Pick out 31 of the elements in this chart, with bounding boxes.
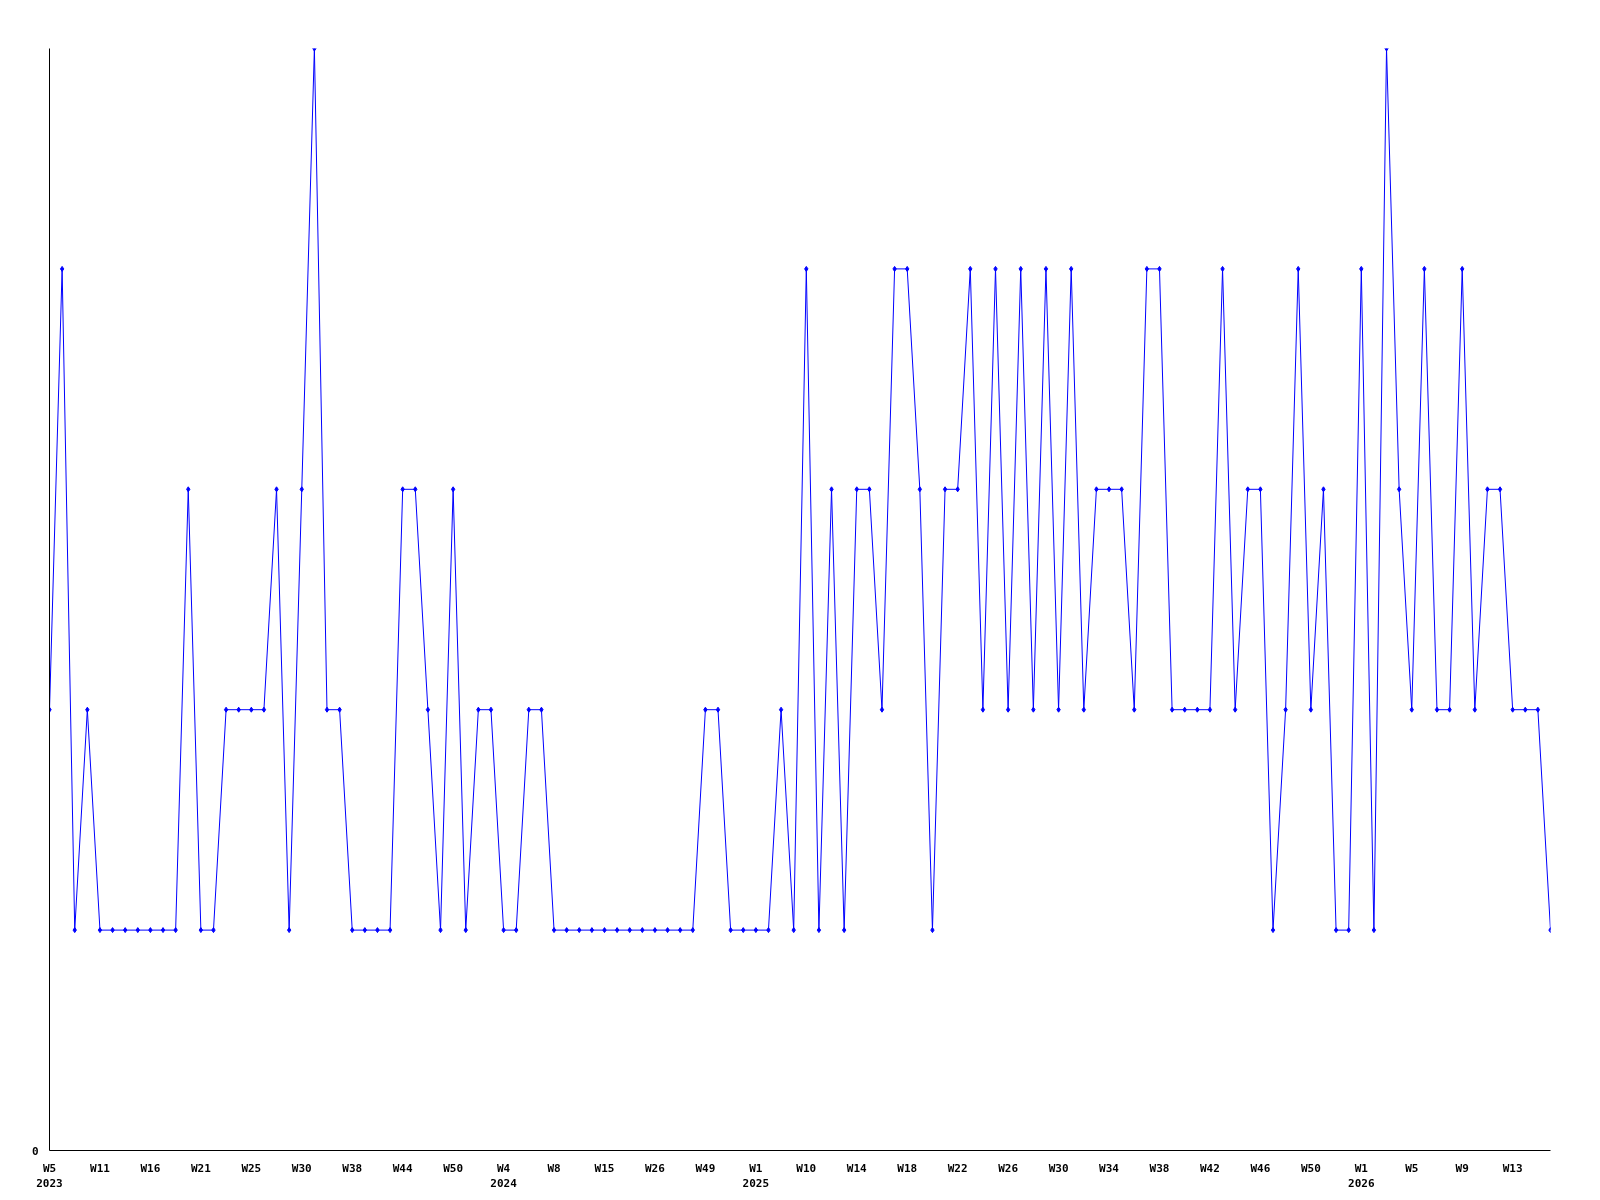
x-tick-label: W4 2024 <box>490 1161 518 1191</box>
x-tick-label: W5 <box>1405 1161 1419 1175</box>
x-tick-label: W1 2026 <box>1348 1161 1375 1191</box>
x-tick-label: W26 <box>998 1161 1019 1175</box>
x-tick-label: W38 <box>1149 1161 1170 1175</box>
x-tick-label: W25 <box>241 1161 262 1175</box>
x-tick-label: W11 <box>90 1161 111 1175</box>
x-tick-label: W38 <box>342 1161 363 1175</box>
x-tick-label: W5 2023 <box>36 1161 63 1191</box>
x-tick-label: W8 <box>547 1161 561 1175</box>
x-tick-label: W10 <box>796 1161 817 1175</box>
x-tick-label: W13 <box>1502 1161 1523 1175</box>
x-tick-label: W30 <box>1048 1161 1069 1175</box>
x-tick-label: W22 <box>947 1161 968 1175</box>
x-tick-label: W49 <box>695 1161 716 1175</box>
text: 0 <box>31 1144 39 1158</box>
x-tick-label: W30 <box>291 1161 312 1175</box>
x-tick-label: W21 <box>190 1161 212 1175</box>
x-tick-label: W50 <box>443 1161 464 1175</box>
x-tick-label: W42 <box>1200 1161 1220 1175</box>
x-tick-label: W18 <box>897 1161 918 1175</box>
x-tick-label: W14 <box>846 1161 868 1175</box>
x-tick-label: W50 <box>1300 1161 1321 1175</box>
x-tick-label: W1 2025 <box>742 1161 770 1191</box>
x-tick-label: W9 <box>1455 1161 1469 1175</box>
x-tick-label: W46 <box>1250 1161 1271 1175</box>
x-tick-label: W16 <box>140 1161 161 1175</box>
x-tick-label: W44 <box>392 1161 413 1175</box>
x-tick-label: W34 <box>1099 1161 1120 1175</box>
x-tick-label: W15 <box>594 1161 615 1175</box>
x-tick-label: W26 <box>645 1161 666 1175</box>
